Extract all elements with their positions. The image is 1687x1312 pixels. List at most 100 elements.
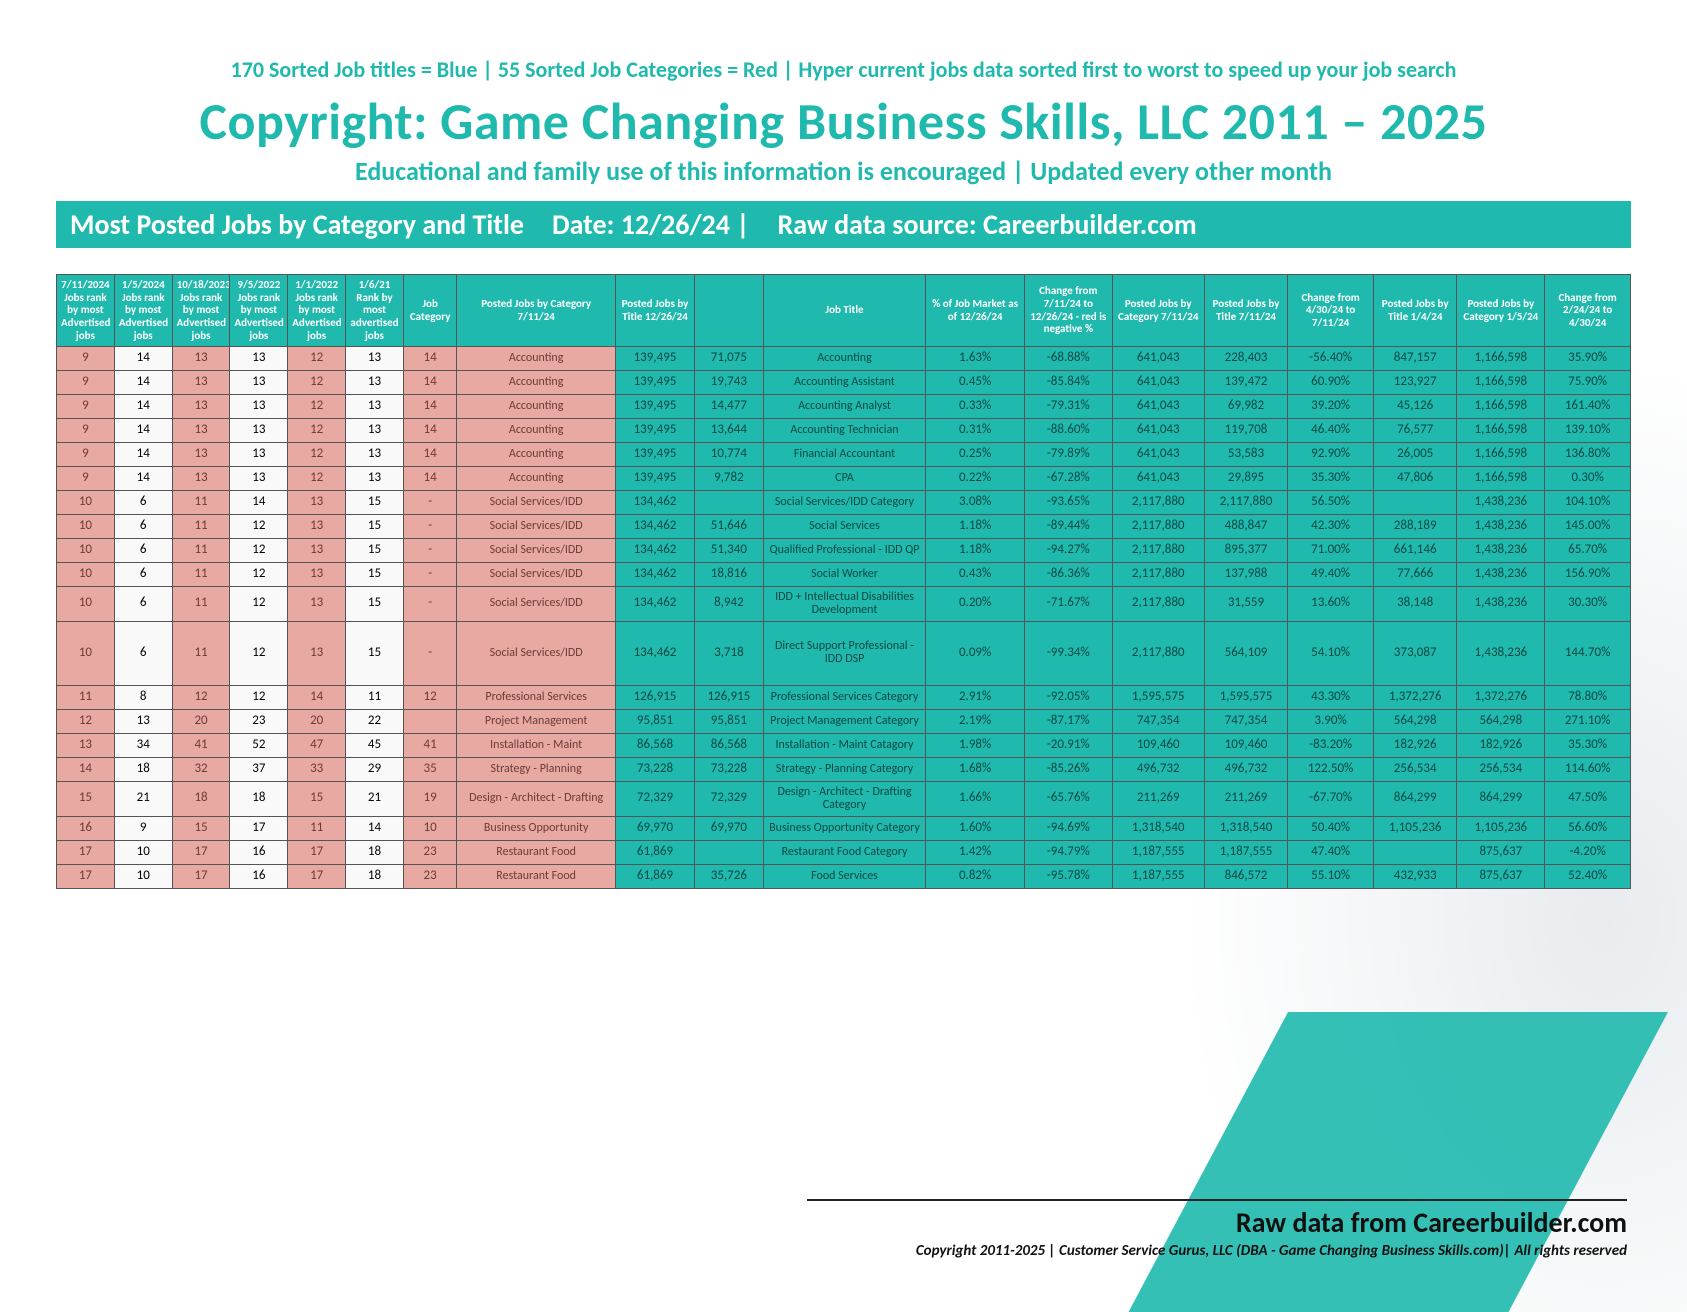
cell: -56.40% [1288, 347, 1374, 371]
cell: 38,148 [1373, 586, 1457, 621]
cell: -83.20% [1288, 733, 1374, 757]
cell: Food Services [763, 864, 926, 888]
cell: -88.60% [1024, 419, 1112, 443]
cell: 139,495 [615, 395, 694, 419]
cell: 564,298 [1373, 709, 1457, 733]
table-row: 15211818152119Design - Architect - Draft… [57, 781, 1631, 816]
cell: 1,187,555 [1204, 841, 1288, 865]
header-line-2: Copyright: Game Changing Business Skills… [56, 89, 1631, 153]
col-header-12: Change from 7/11/24 to 12/26/24 - red is… [1024, 275, 1112, 347]
cell: 488,847 [1204, 514, 1288, 538]
cell: 15 [346, 621, 404, 685]
cell: 139,495 [615, 419, 694, 443]
cell: 31,559 [1204, 586, 1288, 621]
cell: 18 [172, 781, 230, 816]
cell: 182,926 [1457, 733, 1545, 757]
col-header-3: 9/5/2022 Jobs rank by most Advertised jo… [230, 275, 288, 347]
cell: 13 [172, 347, 230, 371]
cell: 9 [57, 371, 115, 395]
table-row: 10611141315-Social Services/IDD134,462So… [57, 490, 1631, 514]
cell: 1.66% [926, 781, 1025, 816]
cell: 156.90% [1545, 562, 1631, 586]
cell: 9,782 [695, 466, 764, 490]
cell: 21 [114, 781, 172, 816]
cell: 41 [403, 733, 457, 757]
cell: 18 [230, 781, 288, 816]
cell: 12 [403, 685, 457, 709]
cell: 1,372,276 [1373, 685, 1457, 709]
cell: 17 [57, 864, 115, 888]
cell: 49.40% [1288, 562, 1374, 586]
cell: 145.00% [1545, 514, 1631, 538]
cell: 6 [114, 538, 172, 562]
cell: 2,117,880 [1204, 490, 1288, 514]
cell [695, 490, 764, 514]
cell: 14 [114, 395, 172, 419]
cell: 144.70% [1545, 621, 1631, 685]
cell: -94.69% [1024, 817, 1112, 841]
cell: -20.91% [1024, 733, 1112, 757]
col-header-11: % of Job Market as of 12/26/24 [926, 275, 1025, 347]
cell: 43.30% [1288, 685, 1374, 709]
cell: 10 [57, 490, 115, 514]
cell: Restaurant Food [457, 864, 615, 888]
cell: 17 [57, 841, 115, 865]
cell: 13 [288, 586, 346, 621]
cell: 19 [403, 781, 457, 816]
cell: 11 [172, 586, 230, 621]
cell: 56.50% [1288, 490, 1374, 514]
cell: 12 [230, 586, 288, 621]
footer-line-1: Raw data from Careerbuilder.com [807, 1205, 1627, 1240]
cell: 14 [114, 347, 172, 371]
cell: 13 [230, 395, 288, 419]
cell: 3.08% [926, 490, 1025, 514]
cell: 75.90% [1545, 371, 1631, 395]
cell: 13 [288, 514, 346, 538]
table-row: 17101716171823Restaurant Food61,869Resta… [57, 841, 1631, 865]
cell: 2,117,880 [1112, 514, 1204, 538]
cell: 34 [114, 733, 172, 757]
cell: CPA [763, 466, 926, 490]
cell: 0.33% [926, 395, 1025, 419]
cell: 1,166,598 [1457, 419, 1545, 443]
cell [1373, 490, 1457, 514]
table-row: 17101716171823Restaurant Food61,86935,72… [57, 864, 1631, 888]
col-header-1: 1/5/2024 Jobs rank by most Advertised jo… [114, 275, 172, 347]
cell: 2,117,880 [1112, 562, 1204, 586]
cell: 134,462 [615, 562, 694, 586]
cell: 109,460 [1204, 733, 1288, 757]
cell: 1,438,236 [1457, 514, 1545, 538]
footer: Raw data from Careerbuilder.com Copyrigh… [807, 1199, 1627, 1260]
cell: 54.10% [1288, 621, 1374, 685]
cell: Installation - Maint [457, 733, 615, 757]
cell: Restaurant Food Category [763, 841, 926, 865]
cell: 641,043 [1112, 347, 1204, 371]
header-line-1: 170 Sorted Job titles = Blue | 55 Sorted… [56, 56, 1631, 83]
cell: 11 [172, 621, 230, 685]
cell: Accounting [763, 347, 926, 371]
cell: 0.31% [926, 419, 1025, 443]
cell: 126,915 [615, 685, 694, 709]
cell: 13,644 [695, 419, 764, 443]
cell: 6 [114, 490, 172, 514]
cell: 33 [288, 757, 346, 781]
cell: Design - Architect - Drafting Category [763, 781, 926, 816]
cell: 136.80% [1545, 442, 1631, 466]
cell: -95.78% [1024, 864, 1112, 888]
cell: 11 [172, 538, 230, 562]
cell: 3.90% [1288, 709, 1374, 733]
cell: 12 [57, 709, 115, 733]
cell: 95,851 [615, 709, 694, 733]
cell: 16 [230, 841, 288, 865]
table-row: 9141313121314Accounting139,49510,774Fina… [57, 442, 1631, 466]
cell: Accounting Technician [763, 419, 926, 443]
cell: Social Worker [763, 562, 926, 586]
cell: 13 [230, 371, 288, 395]
cell: 13 [346, 442, 404, 466]
table-row: 10611121315-Social Services/IDD134,46218… [57, 562, 1631, 586]
cell: 6 [114, 586, 172, 621]
cell: 53,583 [1204, 442, 1288, 466]
cell: 641,043 [1112, 466, 1204, 490]
cell: Professional Services Category [763, 685, 926, 709]
cell: 13 [230, 466, 288, 490]
